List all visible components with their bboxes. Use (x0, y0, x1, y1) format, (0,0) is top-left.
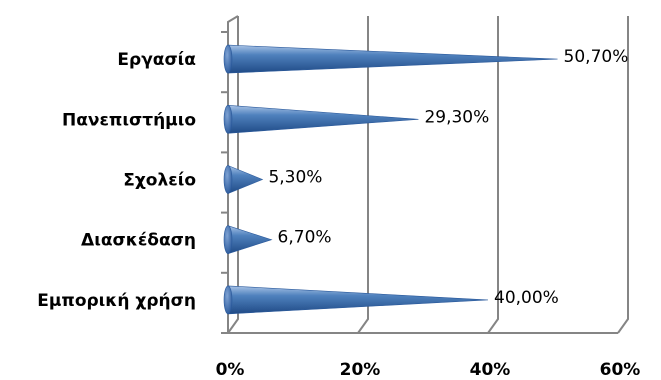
bar-body (227, 285, 489, 315)
x-tick-label: 60% (600, 360, 641, 380)
data-label: 29,30% (424, 107, 489, 127)
category-label: Σχολείο (123, 171, 196, 191)
gridline-2 (487, 16, 499, 334)
bar-body (227, 104, 419, 134)
bar-body (227, 44, 558, 74)
cone-bars (223, 44, 558, 315)
data-label: 5,30% (268, 168, 322, 188)
bar-base (223, 165, 233, 194)
bar-2 (223, 165, 264, 194)
category-label: Διασκέδαση (81, 231, 196, 251)
category-label: Πανεπιστήμιο (62, 110, 196, 130)
gridline-3 (617, 16, 629, 334)
data-label: 40,00% (494, 288, 559, 308)
x-tick-label: 40% (470, 360, 511, 380)
x-tick-label: 0% (216, 360, 245, 380)
x-tick-label: 20% (340, 360, 381, 380)
bar-body (227, 165, 264, 194)
bar-1 (223, 104, 419, 134)
x-tick-labels: 0% 20% 40% 60% (216, 360, 641, 380)
bar-base (223, 225, 233, 254)
bar-body (227, 225, 273, 255)
bar-base (223, 44, 233, 74)
bar-0 (223, 44, 558, 74)
data-label: 6,70% (278, 228, 332, 248)
category-label: Εμπορική χρήση (37, 291, 196, 311)
bar-base (223, 105, 233, 134)
bar-3 (223, 225, 273, 255)
bar-base (223, 285, 233, 315)
bar-4 (223, 285, 489, 315)
data-label: 50,70% (564, 47, 629, 67)
data-labels: 50,70% 29,30% 5,30% 6,70% 40,00% (268, 47, 628, 308)
category-labels: Εργασία Πανεπιστήμιο Σχολείο Διασκέδαση Εμπο… (37, 50, 196, 311)
category-label: Εργασία (117, 50, 196, 70)
